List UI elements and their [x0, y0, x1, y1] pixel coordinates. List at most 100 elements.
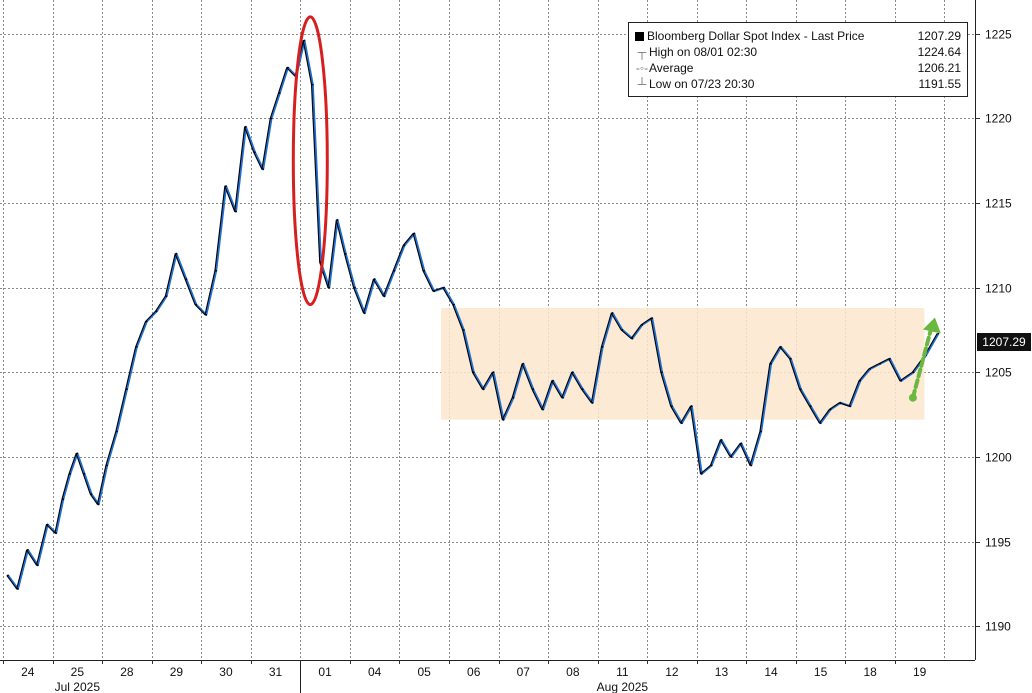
last-price-tag: 1207.29 [977, 333, 1031, 351]
price-point [423, 269, 426, 272]
x-tick-label: 14 [764, 665, 778, 679]
legend-label: High on 08/01 02:30 [649, 45, 758, 59]
x-tick-label: 07 [517, 665, 531, 679]
price-point [97, 503, 100, 506]
price-point [502, 418, 505, 421]
price-point [311, 83, 314, 86]
legend-value: 1191.55 [918, 77, 962, 91]
trend-arrow-shaft [910, 327, 933, 400]
y-tick-label: 1200 [985, 451, 1012, 465]
price-point [83, 472, 86, 475]
price-point [720, 439, 723, 441]
price-point [611, 312, 614, 314]
price-point [36, 564, 39, 567]
price-point [601, 346, 604, 348]
price-point [542, 408, 544, 411]
price-point [799, 388, 802, 391]
price-point [849, 405, 852, 408]
x-tick-label: 04 [368, 665, 382, 679]
y-tick-label: 1195 [985, 536, 1011, 550]
price-point [165, 295, 168, 298]
price-point [413, 232, 416, 235]
price-point [126, 388, 128, 391]
price-point [175, 252, 178, 255]
price-point [270, 117, 273, 120]
x-tick-label: 15 [814, 665, 828, 679]
price-point [403, 244, 406, 247]
trend-arrow-tail [908, 393, 917, 402]
x-tick-label: 01 [318, 665, 332, 679]
legend-label: Bloomberg Dollar Spot Index - Last Price [647, 29, 865, 43]
legend-value: 1206.21 [917, 61, 961, 75]
price-point [244, 126, 247, 128]
price-point [303, 39, 306, 42]
price-point [145, 320, 148, 323]
legend-row-average: -◦-Average 1206.21 [635, 60, 961, 76]
month-label: Jul 2025 [55, 680, 101, 693]
price-point [254, 151, 256, 154]
price-point [344, 252, 347, 255]
price-point [26, 549, 29, 551]
x-tick-label: 30 [219, 665, 233, 679]
price-point [62, 498, 65, 501]
y-tick-label: 1210 [985, 282, 1012, 296]
price-point [839, 401, 842, 404]
price-point [651, 317, 653, 320]
price-point [829, 408, 832, 411]
price-point [621, 329, 624, 331]
price-line [6, 40, 938, 590]
legend-label: Average [649, 61, 694, 75]
price-point [912, 371, 915, 374]
average-icon: -◦- [635, 61, 649, 75]
price-point [809, 405, 812, 408]
price-point [492, 371, 495, 374]
price-point [680, 422, 683, 424]
legend-value: 1207.29 [917, 29, 961, 43]
high-icon: ┬ [637, 45, 647, 59]
x-tick-label: 24 [21, 665, 35, 679]
price-point [900, 379, 902, 382]
price-point [690, 405, 693, 408]
price-point [661, 371, 663, 374]
price-point [393, 269, 396, 272]
trend-arrow-head [922, 317, 941, 334]
price-point [90, 493, 93, 496]
price-point [278, 92, 281, 94]
price-point [383, 295, 386, 298]
price-point [7, 574, 9, 577]
price-point [562, 396, 564, 399]
price-point [262, 168, 264, 171]
price-point [353, 286, 356, 289]
price-point [710, 464, 713, 467]
x-tick-label: 08 [566, 665, 580, 679]
square-icon [635, 32, 644, 41]
price-point [700, 472, 703, 475]
legend-row-low: ┴ Low on 07/23 20:30 1191.55 [635, 76, 961, 92]
price-point [730, 456, 733, 458]
price-point [363, 312, 366, 314]
price-point [336, 219, 339, 221]
price-point [116, 430, 118, 433]
x-tick-label: 19 [913, 665, 927, 679]
price-point [750, 464, 753, 467]
legend-label: Low on 07/23 20:30 [649, 77, 755, 91]
price-point [106, 464, 108, 467]
price-point [205, 313, 208, 316]
price-point [512, 396, 515, 399]
legend-value: 1224.64 [917, 45, 961, 59]
price-point [185, 278, 188, 281]
price-point [591, 401, 594, 404]
x-tick-label: 11 [616, 665, 629, 679]
x-tick-label: 31 [269, 665, 283, 679]
price-point [453, 303, 455, 306]
price-point [328, 286, 331, 289]
price-point [215, 269, 218, 272]
price-point [571, 371, 574, 374]
price-point [780, 346, 782, 348]
y-tick-label: 1220 [985, 112, 1012, 126]
price-point [443, 286, 445, 289]
price-point [76, 452, 79, 455]
price-point [869, 368, 871, 370]
price-point [55, 532, 57, 534]
